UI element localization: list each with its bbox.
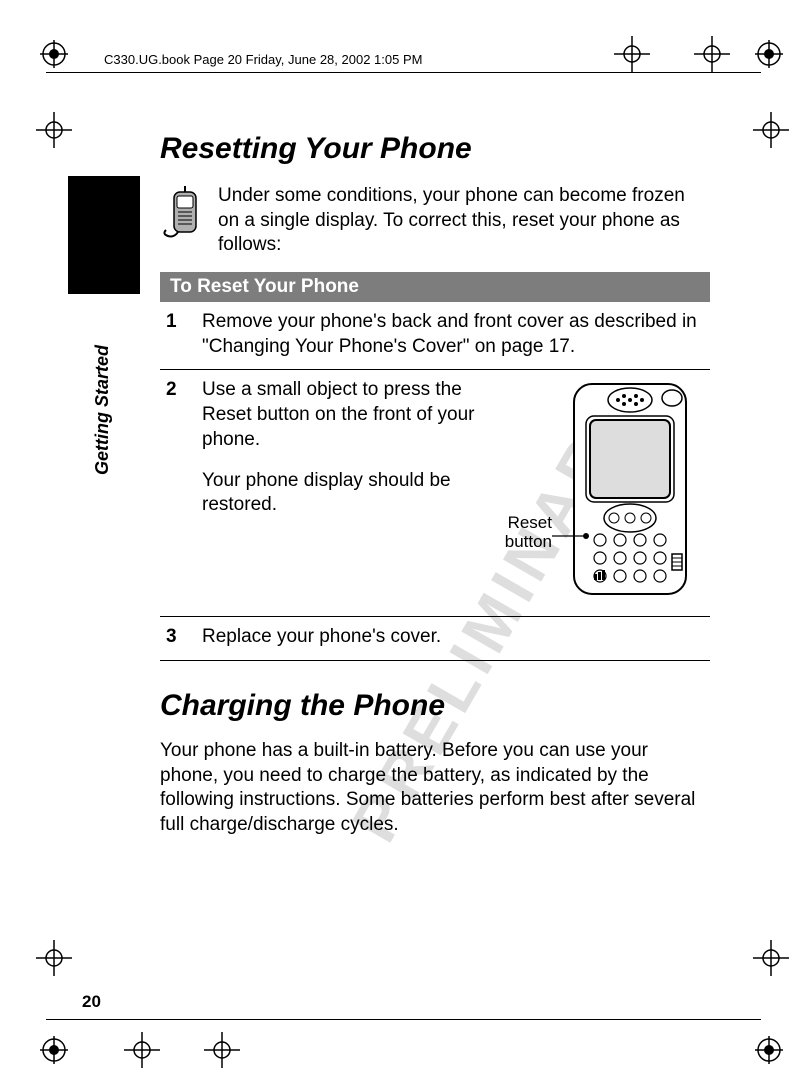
register-mark-icon — [755, 40, 783, 68]
step-text: Remove your phone's back and front cover… — [202, 310, 704, 359]
step-number: 1 — [166, 310, 186, 359]
phone-reset-illustration: Reset button — [494, 378, 704, 606]
charging-section: Charging the Phone Your phone has a buil… — [160, 689, 710, 838]
crop-tick-icon — [614, 36, 650, 72]
section-label: Getting Started — [92, 345, 113, 475]
register-mark-icon — [40, 1036, 68, 1064]
phone-illustration-icon — [160, 184, 204, 258]
heading-charging: Charging the Phone — [160, 689, 710, 723]
table-header: To Reset Your Phone — [160, 272, 710, 302]
charging-paragraph: Your phone has a built-in battery. Befor… — [160, 739, 710, 838]
reset-table: To Reset Your Phone 1 Remove your phone'… — [160, 272, 710, 661]
header-rule — [46, 72, 761, 73]
crop-tick-icon — [753, 940, 789, 976]
step-text: Use a small object to press the Reset bu… — [202, 378, 480, 452]
step-number: 3 — [166, 625, 186, 650]
reset-button-callout: Reset button — [488, 514, 552, 551]
document-header-info: C330.UG.book Page 20 Friday, June 28, 20… — [104, 52, 422, 67]
main-content: Resetting Your Phone Under some conditio… — [160, 132, 710, 838]
register-mark-icon — [40, 40, 68, 68]
footer-rule — [46, 1019, 761, 1020]
crop-tick-icon — [36, 940, 72, 976]
thumb-tab — [68, 176, 140, 294]
crop-tick-icon — [204, 1032, 240, 1068]
crop-tick-icon — [694, 36, 730, 72]
register-mark-icon — [755, 1036, 783, 1064]
crop-tick-icon — [36, 112, 72, 148]
table-row: 3 Replace your phone's cover. — [160, 617, 710, 661]
step-number: 2 — [166, 378, 186, 606]
heading-resetting: Resetting Your Phone — [160, 132, 710, 166]
table-row: 1 Remove your phone's back and front cov… — [160, 302, 710, 370]
step-text: Your phone display should be restored. — [202, 469, 480, 518]
page-number: 20 — [82, 992, 101, 1012]
crop-tick-icon — [124, 1032, 160, 1068]
step-text: Replace your phone's cover. — [202, 625, 704, 650]
table-row: 2 Use a small object to press the Reset … — [160, 370, 710, 617]
intro-paragraph: Under some conditions, your phone can be… — [218, 184, 710, 258]
crop-tick-icon — [753, 112, 789, 148]
